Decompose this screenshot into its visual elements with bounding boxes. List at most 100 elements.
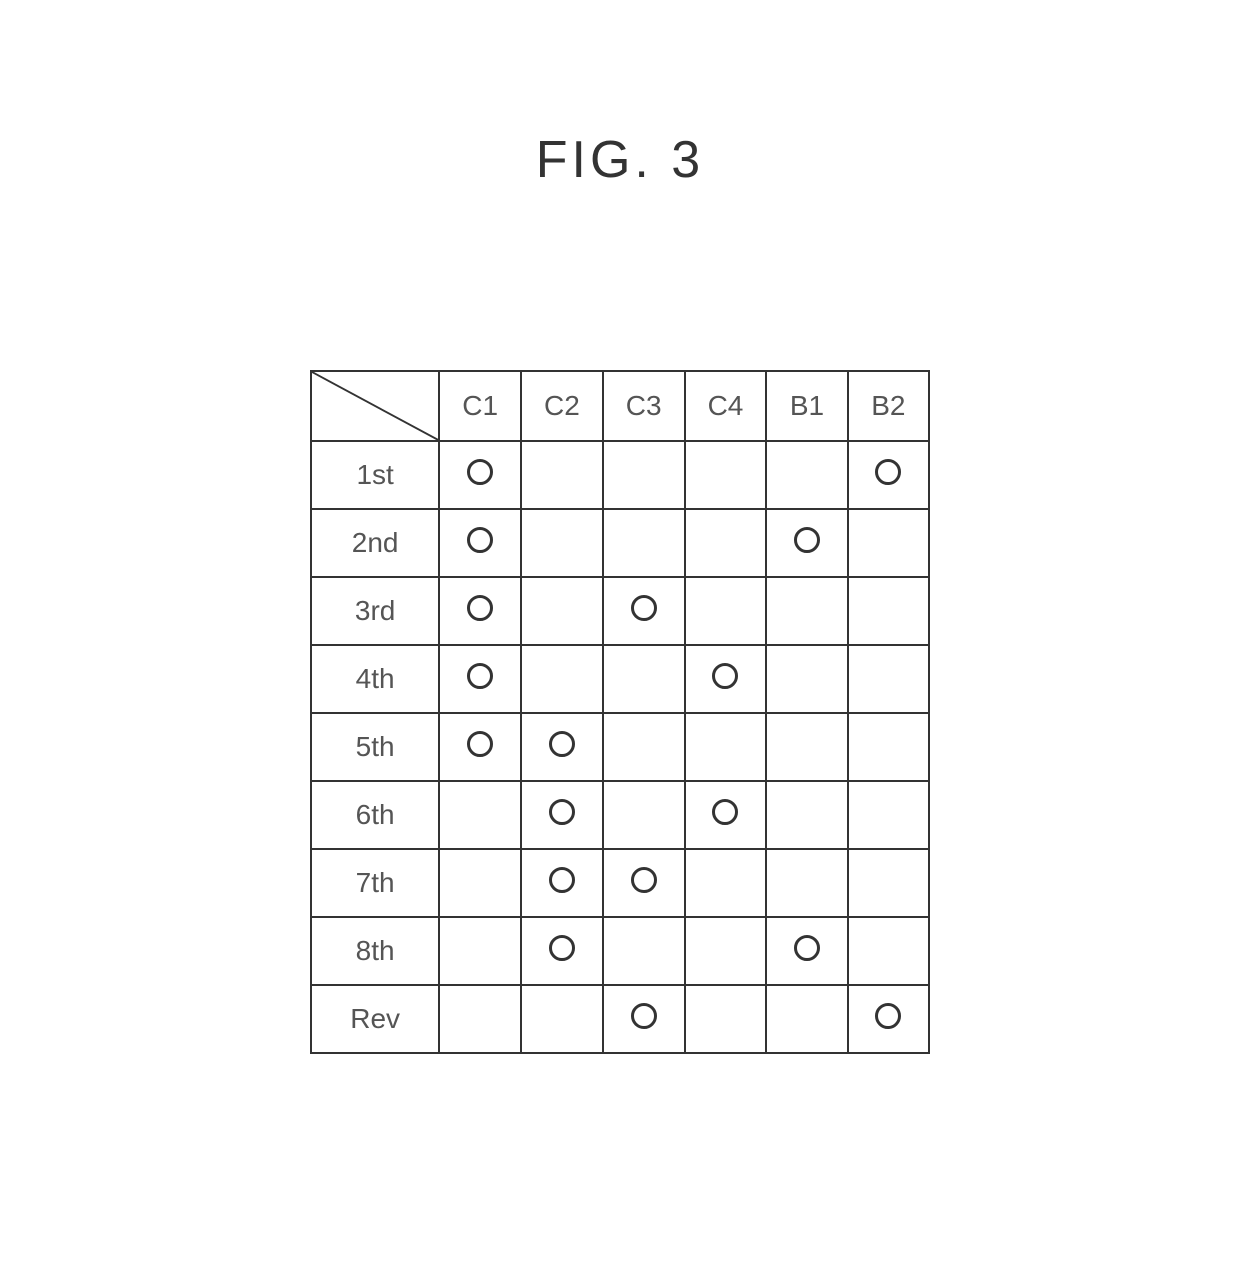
data-cell [521,441,603,509]
row-label: 6th [311,781,439,849]
table-header-row: C1 C2 C3 C4 B1 B2 [311,371,929,441]
data-cell [439,849,521,917]
data-cell [848,713,929,781]
table-row: 6th [311,781,929,849]
data-cell [439,985,521,1053]
data-cell [685,985,767,1053]
engaged-mark-icon [549,935,575,961]
engaged-mark-icon [712,663,738,689]
data-cell [848,917,929,985]
table-row: 2nd [311,509,929,577]
data-cell [766,849,847,917]
data-cell [603,849,685,917]
data-cell [685,509,767,577]
engaged-mark-icon [467,527,493,553]
table-row: 7th [311,849,929,917]
engaged-mark-icon [467,595,493,621]
data-cell [685,577,767,645]
table-row: 1st [311,441,929,509]
row-label: 3rd [311,577,439,645]
data-cell [766,509,847,577]
data-cell [439,917,521,985]
data-cell [521,713,603,781]
data-cell [766,645,847,713]
row-label: 7th [311,849,439,917]
row-label: 8th [311,917,439,985]
col-header-c4: C4 [685,371,767,441]
col-header-c1: C1 [439,371,521,441]
engaged-mark-icon [549,867,575,893]
engaged-mark-icon [467,459,493,485]
data-cell [603,577,685,645]
table-row: 4th [311,645,929,713]
data-cell [439,509,521,577]
data-cell [603,441,685,509]
engagement-table: C1 C2 C3 C4 B1 B2 1st2nd3rd4th5th6th7th8… [310,370,930,1054]
engaged-mark-icon [794,935,820,961]
data-cell [766,781,847,849]
engaged-mark-icon [467,731,493,757]
engaged-mark-icon [794,527,820,553]
table-body: 1st2nd3rd4th5th6th7th8thRev [311,441,929,1053]
figure-title: FIG. 3 [536,130,704,190]
engaged-mark-icon [875,1003,901,1029]
data-cell [439,781,521,849]
data-cell [603,713,685,781]
data-cell [685,713,767,781]
data-cell [603,645,685,713]
data-cell [685,849,767,917]
data-cell [848,441,929,509]
data-cell [439,713,521,781]
data-cell [685,781,767,849]
data-cell [685,917,767,985]
data-cell [848,985,929,1053]
data-cell [439,441,521,509]
data-cell [521,645,603,713]
engaged-mark-icon [631,595,657,621]
col-header-c2: C2 [521,371,603,441]
col-header-b1: B1 [766,371,847,441]
table-row: 8th [311,917,929,985]
data-cell [766,985,847,1053]
data-cell [521,985,603,1053]
data-cell [439,577,521,645]
engaged-mark-icon [549,799,575,825]
data-cell [766,713,847,781]
row-label: 4th [311,645,439,713]
table-row: Rev [311,985,929,1053]
table-row: 3rd [311,577,929,645]
engaged-mark-icon [875,459,901,485]
data-cell [521,849,603,917]
data-cell [766,441,847,509]
engaged-mark-icon [549,731,575,757]
data-cell [603,781,685,849]
data-cell [848,509,929,577]
data-cell [521,577,603,645]
engaged-mark-icon [712,799,738,825]
data-cell [848,849,929,917]
data-cell [848,577,929,645]
col-header-b2: B2 [848,371,929,441]
table-row: 5th [311,713,929,781]
data-cell [521,509,603,577]
data-cell [848,781,929,849]
engaged-mark-icon [631,1003,657,1029]
data-cell [766,577,847,645]
data-cell [766,917,847,985]
data-cell [521,781,603,849]
engaged-mark-icon [467,663,493,689]
data-cell [603,509,685,577]
data-cell [521,917,603,985]
data-cell [439,645,521,713]
data-cell [603,985,685,1053]
col-header-c3: C3 [603,371,685,441]
row-label: 5th [311,713,439,781]
data-cell [603,917,685,985]
engaged-mark-icon [631,867,657,893]
data-cell [685,645,767,713]
data-cell [685,441,767,509]
row-label: 1st [311,441,439,509]
row-label: 2nd [311,509,439,577]
data-cell [848,645,929,713]
corner-cell [311,371,439,441]
